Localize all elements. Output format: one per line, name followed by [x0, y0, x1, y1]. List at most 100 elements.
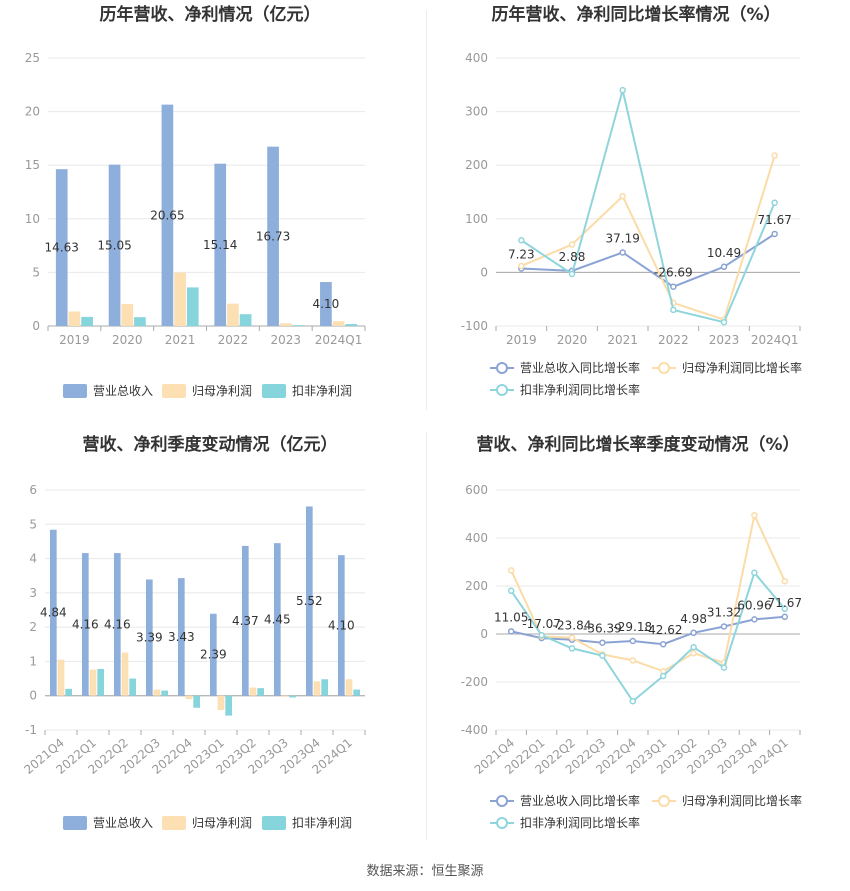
data-label: 4.16: [72, 617, 99, 631]
x-tick-label: 2024Q1: [315, 333, 363, 347]
bar-revenue: [209, 613, 217, 696]
data-point: [568, 634, 576, 641]
data-point: [751, 616, 758, 623]
bar-revenue: [108, 164, 121, 326]
data-label: 5.52: [296, 594, 323, 608]
divider-vertical-bottom: [426, 432, 427, 840]
data-label: 60.96: [737, 598, 771, 612]
data-point: [507, 587, 515, 595]
bar-revenue: [273, 543, 281, 696]
data-label: -23.84: [553, 619, 592, 633]
bar-revenue: [49, 529, 57, 696]
series-line: [521, 233, 776, 288]
data-point: [771, 230, 778, 238]
y-tick-label: 15: [25, 158, 40, 172]
bar-deducted-profit: [239, 314, 252, 326]
legend-label: 扣非净利润同比增长率: [520, 382, 640, 397]
data-label: -26.69: [654, 266, 693, 280]
data-label: -42.62: [644, 623, 683, 637]
legend-label: 扣非净利润同比增长率: [520, 815, 640, 830]
bar-deducted-profit: [321, 679, 329, 696]
x-tick-label: 2019: [59, 333, 90, 347]
bar-net-profit: [249, 687, 257, 696]
data-point: [629, 697, 637, 705]
data-point: [720, 318, 728, 326]
data-point: [720, 664, 728, 671]
source-note: 数据来源：恒生聚源: [366, 864, 484, 879]
data-point: [507, 567, 515, 574]
data-point: [507, 628, 515, 635]
y-tick-label: 3: [29, 586, 37, 600]
x-tick-label: 2020: [557, 333, 588, 347]
y-tick-label: -100: [461, 319, 488, 333]
y-tick-label: 20: [25, 105, 40, 119]
y-tick-label: 300: [465, 105, 488, 119]
bar-deducted-profit: [345, 324, 358, 326]
bar-deducted-profit: [97, 668, 105, 696]
legend-label: 归母净利润同比增长率: [682, 360, 802, 375]
data-label: 37.19: [605, 231, 639, 245]
y-tick-label: -400: [461, 723, 488, 737]
legend-swatch: [262, 816, 286, 830]
x-tick-label: 2023: [709, 333, 740, 347]
bar-net-profit: [217, 695, 225, 711]
legend-swatch: [63, 384, 87, 398]
data-label: 14.63: [45, 241, 79, 255]
legend-marker: [496, 795, 508, 807]
legend-swatch: [162, 816, 186, 830]
y-tick-label: 1: [29, 654, 37, 668]
data-label: 4.10: [328, 618, 355, 632]
data-point: [619, 86, 626, 94]
data-point: [771, 152, 778, 159]
data-label: 4.16: [104, 617, 131, 631]
data-point: [659, 640, 667, 648]
legend-label: 归母净利润: [192, 384, 252, 398]
data-point: [629, 657, 637, 664]
legend-marker: [496, 384, 508, 396]
bar-deducted-profit: [129, 678, 137, 696]
data-label: 31.32: [707, 605, 741, 619]
bar-net-profit: [57, 659, 65, 696]
bar-deducted-profit: [289, 695, 297, 698]
legend-label: 扣非净利润: [292, 384, 352, 398]
bar-net-profit: [185, 695, 193, 700]
data-point: [619, 249, 626, 256]
bar-net-profit: [174, 272, 186, 326]
y-tick-label: 100: [465, 212, 488, 226]
data-point: [690, 629, 697, 637]
data-label: -29.18: [613, 620, 652, 634]
bar-net-profit: [332, 321, 345, 326]
data-label: 4.98: [680, 612, 707, 626]
y-tick-label: 400: [465, 51, 488, 65]
x-tick-label: 2022: [658, 333, 689, 347]
data-label: 10.49: [707, 246, 741, 260]
data-label: 20.65: [150, 208, 184, 222]
bar-deducted-profit: [81, 316, 93, 326]
data-point: [771, 199, 778, 206]
x-tick-label: 2020: [112, 333, 143, 347]
y-tick-label: 600: [465, 483, 488, 497]
bar-deducted-profit: [65, 688, 73, 696]
legend-marker: [496, 817, 508, 829]
bar-revenue: [214, 163, 227, 326]
bar-net-profit: [345, 679, 353, 696]
y-tick-label: -1: [25, 723, 37, 737]
bar-net-profit: [68, 311, 81, 326]
bar-net-profit: [153, 689, 161, 696]
bar-deducted-profit: [292, 325, 305, 326]
bar-deducted-profit: [193, 695, 201, 708]
data-label: 15.14: [203, 238, 237, 252]
bar-revenue: [305, 506, 313, 696]
y-tick-label: 400: [465, 531, 488, 545]
data-point: [659, 672, 667, 680]
bar-revenue: [177, 578, 185, 696]
y-tick-label: 0: [480, 627, 488, 641]
y-tick-label: 200: [465, 579, 488, 593]
data-label: 4.45: [264, 612, 291, 626]
y-tick-label: -200: [461, 675, 488, 689]
bar-revenue: [267, 146, 279, 326]
y-tick-label: 0: [32, 319, 40, 333]
series-line: [520, 89, 776, 324]
data-point: [568, 241, 576, 248]
data-label: 16.73: [256, 229, 290, 243]
